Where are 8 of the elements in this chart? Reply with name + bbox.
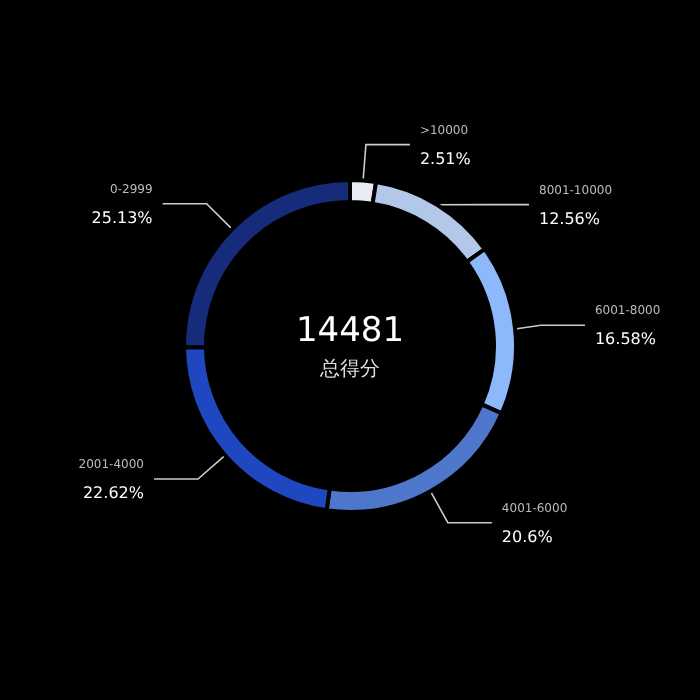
data-label: 2.51%	[419, 149, 472, 168]
data-label: 20.6%	[501, 527, 554, 546]
text: 14481	[295, 311, 405, 351]
text: 总得分	[318, 357, 380, 381]
data-label: 25.13%	[91, 208, 154, 227]
data-label: 12.56%	[539, 209, 601, 228]
data-label: 22.62%	[82, 484, 145, 503]
data-label: 16.58%	[594, 330, 657, 349]
